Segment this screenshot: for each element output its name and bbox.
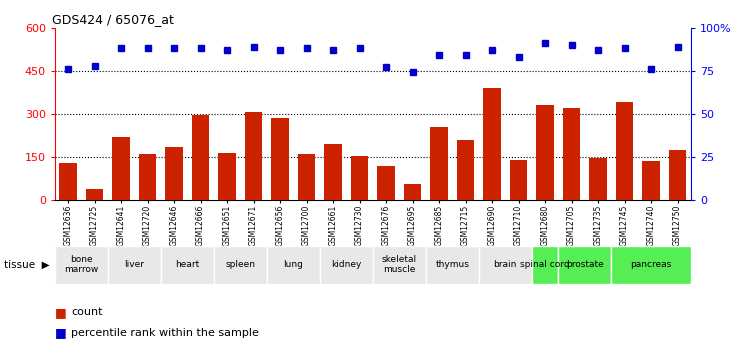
Text: GDS424 / 65076_at: GDS424 / 65076_at (52, 13, 173, 27)
Bar (616, 102, 633, 200)
FancyBboxPatch shape (611, 246, 691, 284)
Bar (377, 166, 395, 200)
Bar (563, 108, 580, 200)
Bar (537, 105, 553, 200)
Bar (192, 115, 209, 200)
Bar (139, 154, 156, 200)
FancyBboxPatch shape (267, 246, 319, 284)
Bar (483, 88, 501, 200)
Text: spleen: spleen (225, 260, 255, 269)
Text: lung: lung (284, 260, 303, 269)
Bar (113, 137, 129, 200)
Bar (59, 163, 77, 200)
Bar (298, 154, 315, 200)
Bar (404, 184, 421, 200)
FancyBboxPatch shape (558, 246, 611, 284)
Text: percentile rank within the sample: percentile rank within the sample (71, 328, 259, 338)
FancyBboxPatch shape (213, 246, 267, 284)
Text: prostate: prostate (566, 260, 604, 269)
Bar (351, 156, 368, 200)
FancyBboxPatch shape (55, 246, 107, 284)
Bar (589, 158, 607, 200)
FancyBboxPatch shape (425, 246, 479, 284)
Text: bone
marrow: bone marrow (64, 255, 99, 274)
Text: spinal cord: spinal cord (520, 260, 570, 269)
Text: pancreas: pancreas (630, 260, 672, 269)
FancyBboxPatch shape (319, 246, 373, 284)
Text: tissue  ▶: tissue ▶ (4, 260, 49, 270)
Bar (245, 112, 262, 200)
FancyBboxPatch shape (161, 246, 213, 284)
Bar (271, 118, 289, 200)
Text: ■: ■ (55, 326, 67, 339)
Text: liver: liver (124, 260, 144, 269)
Text: skeletal
muscle: skeletal muscle (382, 255, 417, 274)
Bar (457, 140, 474, 200)
FancyBboxPatch shape (373, 246, 425, 284)
Bar (431, 127, 447, 200)
Text: ■: ■ (55, 306, 67, 319)
Bar (510, 160, 527, 200)
FancyBboxPatch shape (531, 246, 558, 284)
Bar (219, 152, 235, 200)
Text: brain: brain (493, 260, 517, 269)
Text: count: count (71, 307, 102, 317)
Bar (325, 144, 341, 200)
FancyBboxPatch shape (107, 246, 161, 284)
Bar (643, 161, 659, 200)
Text: kidney: kidney (331, 260, 362, 269)
Bar (86, 189, 103, 200)
Text: thymus: thymus (436, 260, 469, 269)
Text: heart: heart (175, 260, 200, 269)
FancyBboxPatch shape (479, 246, 531, 284)
Bar (165, 147, 183, 200)
Bar (669, 150, 686, 200)
